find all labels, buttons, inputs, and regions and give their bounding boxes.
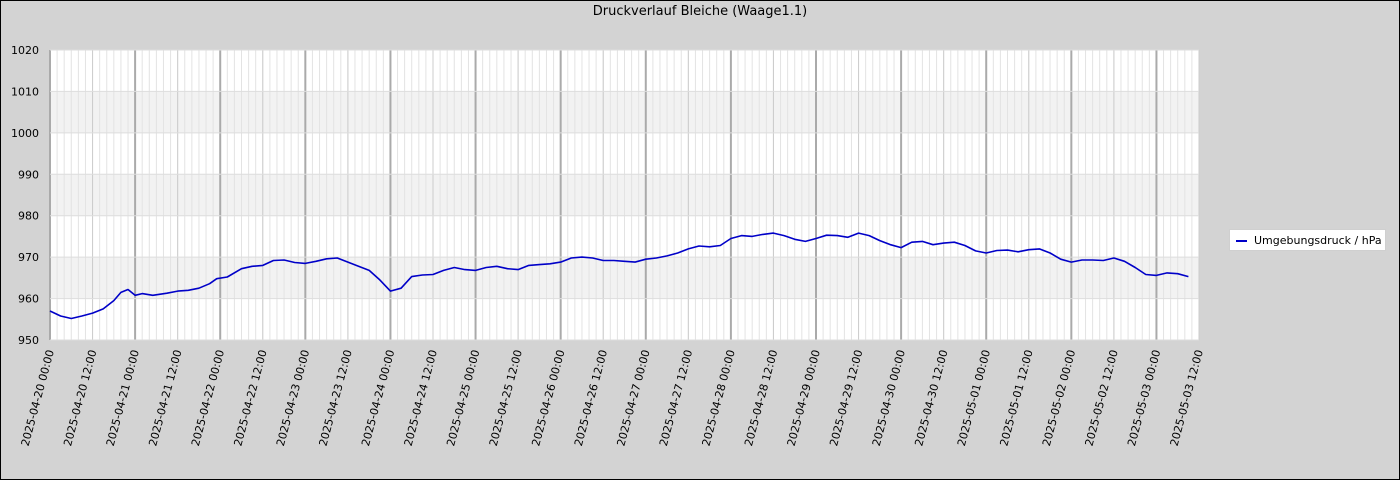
y-tick-label: 1000 xyxy=(11,127,39,140)
x-tick-label: 2025-04-30 00:00 xyxy=(870,348,908,447)
grid xyxy=(49,49,1200,341)
legend-swatch xyxy=(1236,240,1247,242)
x-tick-label: 2025-04-24 12:00 xyxy=(402,348,440,447)
legend: Umgebungsdruck / hPa xyxy=(1229,229,1386,251)
chart-title: Druckverlauf Bleiche (Waage1.1) xyxy=(592,4,808,19)
x-tick-label: 2025-05-03 12:00 xyxy=(1168,348,1206,447)
y-tick-label: 980 xyxy=(18,210,39,223)
y-axis: 950 960 970 980 990 1000 1010 1020 xyxy=(11,44,39,347)
x-tick-label: 2025-04-22 12:00 xyxy=(231,348,269,447)
x-tick-label: 2025-04-29 12:00 xyxy=(827,348,865,447)
x-axis: 2025-04-20 00:00 2025-04-20 12:00 2025-04-… xyxy=(19,348,1206,447)
x-tick-label: 2025-05-02 00:00 xyxy=(1040,348,1078,447)
x-tick-label: 2025-04-26 12:00 xyxy=(572,348,610,447)
x-tick-label: 2025-05-03 00:00 xyxy=(1125,348,1163,447)
y-tick-label: 1010 xyxy=(11,85,39,98)
x-tick-label: 2025-04-27 00:00 xyxy=(614,348,652,447)
series-line-0 xyxy=(49,232,1189,320)
x-tick-label: 2025-04-26 00:00 xyxy=(529,348,567,447)
y-tick-label: 1020 xyxy=(11,44,39,57)
x-tick-label: 2025-04-23 12:00 xyxy=(317,348,355,447)
x-tick-label: 2025-04-30 12:00 xyxy=(912,348,950,447)
x-tick-label: 2025-04-25 12:00 xyxy=(487,348,525,447)
x-tick-label: 2025-05-01 12:00 xyxy=(997,348,1035,447)
x-tick-label: 2025-04-21 00:00 xyxy=(104,348,142,447)
y-tick-label: 990 xyxy=(18,168,39,181)
x-tick-label: 2025-04-27 12:00 xyxy=(657,348,695,447)
x-tick-label: 2025-04-20 00:00 xyxy=(19,348,57,447)
y-tick-label: 950 xyxy=(18,334,39,347)
x-tick-label: 2025-05-01 00:00 xyxy=(955,348,993,447)
series-layer xyxy=(49,232,1189,320)
x-tick-label: 2025-05-02 12:00 xyxy=(1083,348,1121,447)
x-tick-label: 2025-04-25 00:00 xyxy=(444,348,482,447)
x-tick-label: 2025-04-29 00:00 xyxy=(785,348,823,447)
y-tick-label: 970 xyxy=(18,251,39,264)
x-tick-label: 2025-04-22 00:00 xyxy=(189,348,227,447)
x-tick-label: 2025-04-21 12:00 xyxy=(146,348,184,447)
x-tick-label: 2025-04-24 00:00 xyxy=(359,348,397,447)
x-tick-label: 2025-04-28 00:00 xyxy=(700,348,738,447)
x-tick-label: 2025-04-23 00:00 xyxy=(274,348,312,447)
x-tick-label: 2025-04-28 12:00 xyxy=(742,348,780,447)
legend-label: Umgebungsdruck / hPa xyxy=(1254,234,1382,247)
x-tick-label: 2025-04-20 12:00 xyxy=(61,348,99,447)
y-tick-label: 960 xyxy=(18,293,39,306)
